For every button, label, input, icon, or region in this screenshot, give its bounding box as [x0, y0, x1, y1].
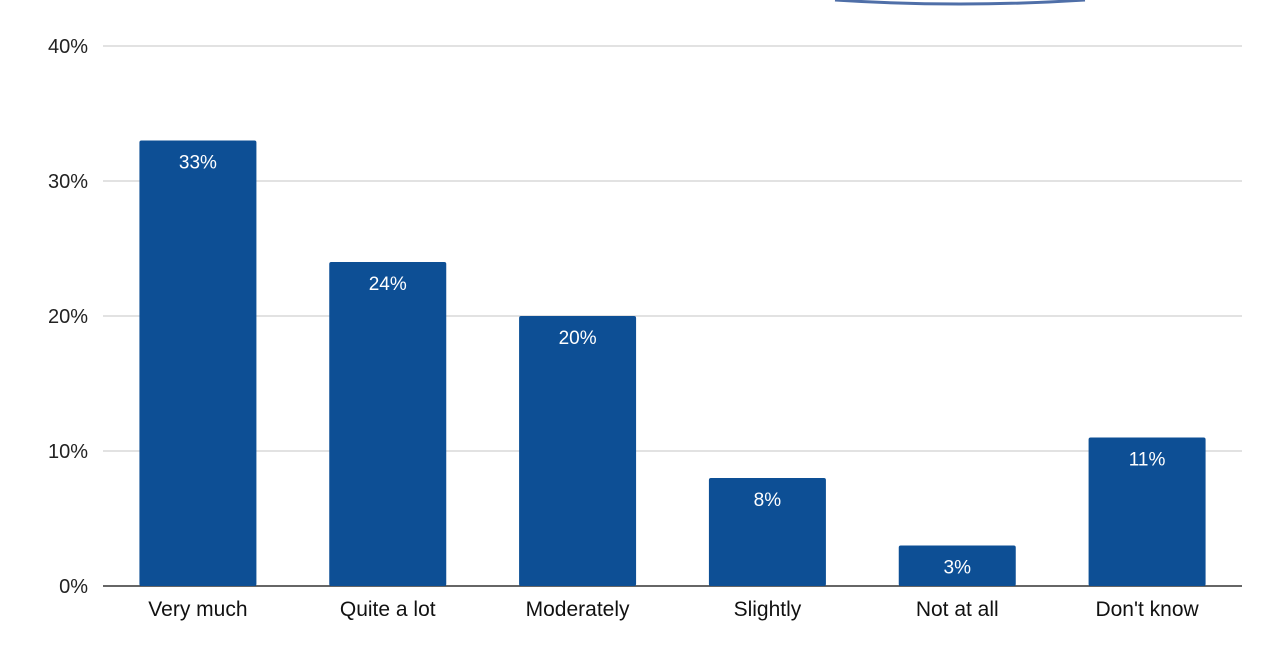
bar-value-label: 20%: [559, 328, 597, 349]
y-tick-label: 0%: [59, 576, 88, 598]
top-decoration-arc: [834, 0, 1086, 6]
bar-value-label: 3%: [944, 558, 972, 579]
bar: [329, 262, 447, 586]
labels: 0% 10% 20% 30% 40% 33% Very much 24% Quite a lot…: [48, 36, 1200, 621]
y-tick-label: 20%: [48, 306, 88, 328]
bars: [139, 140, 1206, 586]
bar: [1088, 437, 1206, 586]
bar-value-label: 8%: [754, 490, 782, 511]
bar: [139, 140, 257, 586]
y-tick-label: 40%: [48, 36, 88, 58]
bar: [708, 478, 826, 586]
bar-value-label: 24%: [369, 274, 407, 295]
y-tick-label: 10%: [48, 441, 88, 463]
y-grid: [103, 45, 1242, 587]
bar: [519, 316, 637, 586]
x-category-label: Don't know: [1095, 598, 1199, 621]
x-category-label: Very much: [148, 598, 247, 621]
x-category-label: Slightly: [734, 598, 802, 621]
x-category-label: Not at all: [916, 598, 999, 621]
bar-value-label: 33%: [179, 153, 217, 174]
bar-value-label: 11%: [1129, 450, 1166, 471]
y-tick-label: 30%: [48, 171, 88, 193]
bar: [898, 545, 1016, 586]
x-category-label: Quite a lot: [340, 598, 436, 621]
x-category-label: Moderately: [526, 598, 630, 621]
